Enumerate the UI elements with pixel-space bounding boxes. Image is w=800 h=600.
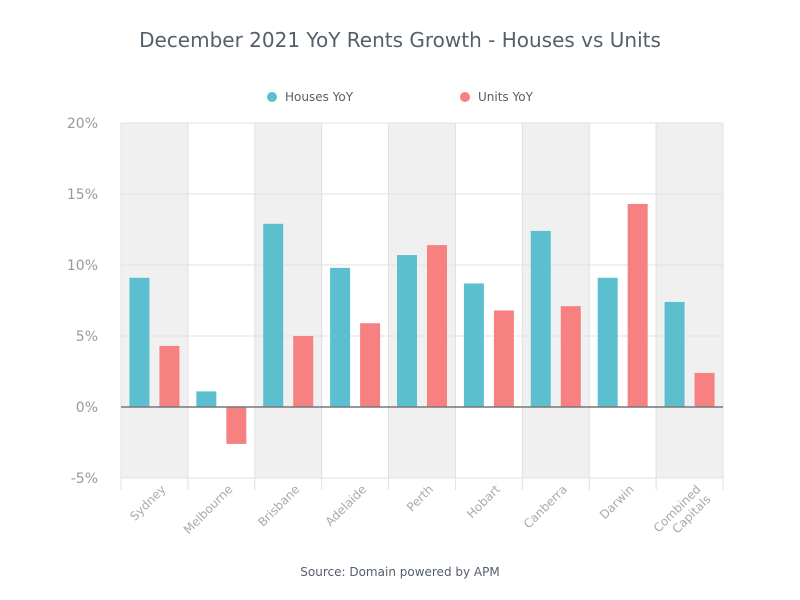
x-tick-label: Melbourne (181, 482, 236, 537)
bar-houses (263, 223, 284, 407)
bar-houses (530, 230, 551, 407)
bar-units (427, 245, 447, 407)
bar-houses (129, 277, 150, 407)
x-tick-label: Hobart (464, 482, 503, 521)
bar-units (627, 203, 648, 407)
legend-label-units: Units YoY (478, 90, 533, 104)
x-tick-label: Brisbane (255, 482, 302, 529)
x-tick-label: Sydney (127, 482, 168, 523)
bar-houses (330, 267, 351, 407)
x-tick-label-group: Canberra (521, 482, 570, 531)
bar-houses (196, 391, 217, 407)
legend-marker-houses (267, 92, 277, 102)
bar-houses (397, 255, 417, 407)
x-tick-label-group: Brisbane (255, 482, 302, 529)
y-tick-label: 5% (76, 329, 98, 345)
legend-item-units[interactable]: Units YoY (460, 90, 533, 104)
source-note: Source: Domain powered by APM (300, 565, 500, 579)
bar-units (159, 345, 180, 407)
bar-houses (597, 277, 618, 407)
bar-houses (664, 301, 685, 407)
x-tick-label-group: Perth (404, 482, 436, 514)
y-tick-label: 0% (76, 400, 98, 416)
x-tick-label: Canberra (521, 482, 570, 531)
x-tick-label-group: Darwin (597, 482, 637, 522)
y-tick-label: 10% (67, 258, 98, 274)
legend-label-houses: Houses YoY (285, 90, 354, 104)
legend-item-houses[interactable]: Houses YoY (267, 90, 353, 104)
x-tick-label: Perth (404, 482, 436, 514)
bar-units (560, 306, 581, 407)
x-tick-label-group: Hobart (464, 482, 503, 521)
x-tick-label: Adelaide (323, 482, 370, 529)
bar-units (694, 372, 715, 407)
y-tick-label: 15% (67, 187, 98, 203)
legend-marker-units (460, 92, 470, 102)
x-tick-label-group: Sydney (127, 482, 168, 523)
chart-title: December 2021 YoY Rents Growth - Houses … (139, 28, 661, 52)
y-tick-label: -5% (71, 471, 98, 487)
x-tick-label-group: Adelaide (323, 482, 370, 529)
background-band (656, 123, 723, 478)
bar-units (293, 336, 314, 407)
legend: Houses YoY Units YoY (0, 90, 800, 108)
bar-units (493, 310, 514, 407)
x-tick-label-group: Melbourne (181, 482, 236, 537)
bar-units (360, 323, 381, 407)
y-tick-label: 20% (67, 116, 98, 132)
bar-units (226, 407, 247, 444)
bar-houses (463, 283, 484, 407)
x-tick-label: Darwin (597, 482, 637, 522)
